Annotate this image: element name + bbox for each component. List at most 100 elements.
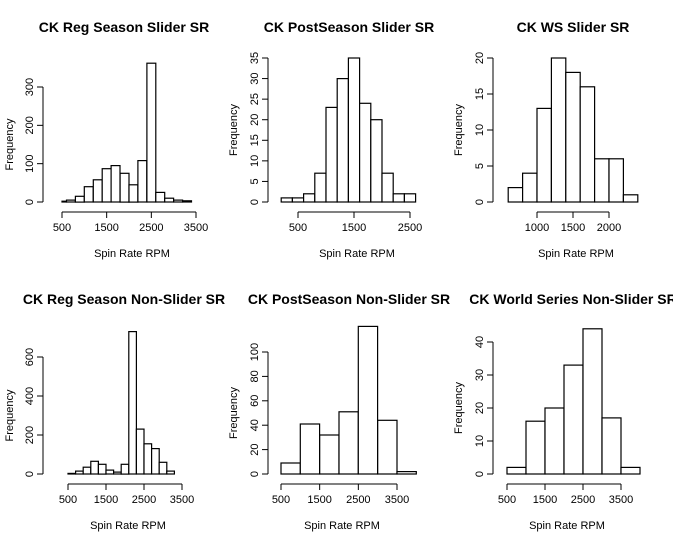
histogram-bar	[280, 197, 294, 203]
histogram-panel: CK PostSeason Slider SR 0 5 10 15 20 25 30 35 500…	[228, 19, 434, 260]
histogram-bar	[110, 165, 121, 203]
y-tick-label: 300	[24, 78, 36, 96]
x-tick-label: 3500	[609, 494, 633, 506]
y-tick-label: 15	[249, 134, 261, 146]
histogram-bar	[135, 428, 145, 475]
x-tick-label: 1500	[561, 222, 585, 234]
chart-title: CK Reg Season Slider SR	[39, 19, 209, 35]
histogram-bar	[128, 331, 138, 475]
x-axis-label: Spin Rate RPM	[90, 520, 166, 532]
histogram-bar	[381, 172, 394, 203]
histogram-bar	[377, 419, 398, 475]
y-tick-label: 20	[249, 443, 261, 455]
y-tick-label: 0	[249, 199, 261, 205]
chart-title: CK PostSeason Non-Slider SR	[248, 291, 450, 307]
y-tick-label: 5	[474, 163, 486, 169]
x-tick-label: 500	[59, 494, 77, 506]
y-tick-label: 20	[249, 114, 261, 126]
histogram-bar	[563, 364, 584, 475]
histogram-bar	[83, 186, 94, 203]
histogram-bar	[164, 197, 175, 203]
histogram-panel: CK WS Slider SR 0 5 10 15 20 1000 1500 2000 Spin …	[453, 19, 639, 260]
histogram-bar	[173, 199, 184, 203]
x-tick-label: 3500	[184, 222, 208, 234]
histogram-bar	[74, 470, 84, 475]
y-axis-label: Frequency	[453, 104, 465, 156]
x-tick-label: 2500	[346, 494, 370, 506]
y-tick-label: 10	[474, 124, 486, 136]
histogram-bar	[608, 158, 624, 203]
histogram-bar	[336, 77, 350, 203]
x-tick-label: 1000	[525, 222, 549, 234]
y-axis-label: Frequency	[228, 104, 240, 156]
histogram-bar	[74, 195, 85, 203]
histogram-bar	[582, 328, 603, 475]
histogram-bar	[396, 471, 417, 475]
histogram-bar	[550, 57, 567, 203]
y-tick-label: 60	[249, 395, 261, 407]
histogram-bar	[65, 199, 76, 203]
x-axis-label: Spin Rate RPM	[538, 248, 614, 260]
histogram-bar	[370, 119, 383, 203]
y-tick-label: 0	[474, 471, 486, 477]
histogram-bar	[392, 193, 406, 203]
y-tick-label: 20	[474, 52, 486, 64]
histogram-panel: CK PostSeason Non-Slider SR 0 20 40 60 80 100 5…	[228, 291, 450, 532]
histogram-bar	[280, 462, 301, 475]
histogram-bar	[146, 62, 157, 203]
histogram-bar	[61, 200, 68, 203]
chart-title: CK PostSeason Slider SR	[264, 19, 434, 35]
chart-title: CK WS Slider SR	[517, 19, 630, 35]
histogram-panel: CK Reg Season Slider SR 0 100 200 300 500 1500…	[4, 19, 209, 260]
y-tick-label: 20	[474, 402, 486, 414]
histogram-bar	[593, 158, 610, 203]
y-tick-label: 40	[249, 419, 261, 431]
histogram-bar	[359, 102, 372, 203]
histogram-bar	[155, 191, 166, 203]
histogram-bar	[536, 107, 552, 203]
y-tick-label: 5	[249, 178, 261, 184]
y-tick-label: 35	[249, 52, 261, 64]
histogram-bar	[92, 179, 103, 203]
histogram-bar	[347, 57, 361, 203]
x-tick-label: 500	[53, 222, 71, 234]
x-tick-label: 3500	[385, 494, 409, 506]
histogram-panel: CK Reg Season Non-Slider SR 0 200 400 600 500…	[4, 291, 225, 532]
x-tick-label: 500	[289, 222, 307, 234]
histogram-bar	[151, 448, 160, 475]
histogram-bar	[82, 466, 92, 475]
histogram-bar	[97, 463, 107, 475]
y-tick-label: 600	[24, 348, 36, 366]
histogram-bar	[338, 411, 359, 475]
y-tick-label: 200	[24, 426, 36, 444]
x-tick-label: 2500	[398, 222, 422, 234]
x-tick-label: 2500	[571, 494, 595, 506]
y-tick-label: 25	[249, 93, 261, 105]
y-tick-label: 0	[24, 471, 36, 477]
histogram-bar	[137, 160, 148, 203]
x-tick-label: 1500	[94, 494, 118, 506]
histogram-bar	[143, 443, 153, 475]
x-axis-label: Spin Rate RPM	[94, 248, 170, 260]
histogram-bar	[105, 469, 115, 475]
y-tick-label: 0	[249, 471, 261, 477]
chart-title: CK Reg Season Non-Slider SR	[23, 291, 225, 307]
y-tick-label: 40	[474, 336, 486, 348]
histogram-bar	[325, 106, 338, 203]
histogram-bar	[403, 193, 417, 203]
histogram-bar	[579, 86, 596, 203]
x-tick-label: 500	[272, 494, 290, 506]
histogram-bar	[120, 463, 130, 475]
y-tick-label: 80	[249, 370, 261, 382]
histogram-panel: CK World Series Non-Slider SR 0 10 20 30 40 50…	[453, 291, 673, 532]
y-tick-label: 10	[474, 435, 486, 447]
histogram-bar	[291, 197, 305, 203]
y-tick-label: 400	[24, 387, 36, 405]
histogram-bar	[112, 471, 122, 475]
histogram-bar	[303, 193, 316, 203]
y-tick-label: 0	[474, 199, 486, 205]
histogram-bar	[90, 460, 100, 475]
x-tick-label: 2500	[132, 494, 156, 506]
x-axis-label: Spin Rate RPM	[319, 248, 395, 260]
